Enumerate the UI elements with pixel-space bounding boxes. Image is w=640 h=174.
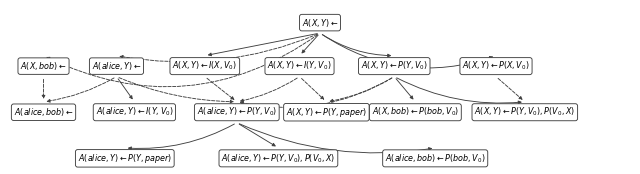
Text: $A(X,bob)\leftarrow P(bob,V_0)$: $A(X,bob)\leftarrow P(bob,V_0)$ (372, 106, 459, 118)
Text: $A(X,Y)\leftarrow$: $A(X,Y)\leftarrow$ (302, 17, 338, 29)
Text: $A(X,Y)\leftarrow I(Y,V_0)$: $A(X,Y)\leftarrow I(Y,V_0)$ (268, 60, 332, 72)
Text: $A(alice,Y)\leftarrow$: $A(alice,Y)\leftarrow$ (92, 60, 141, 72)
Text: $A(alice,Y)\leftarrow I(Y,V_0)$: $A(alice,Y)\leftarrow I(Y,V_0)$ (95, 106, 173, 118)
Text: $A(alice,bob)\leftarrow$: $A(alice,bob)\leftarrow$ (13, 106, 74, 118)
Text: $A(X,Y)\leftarrow P(Y,paper)$: $A(X,Y)\leftarrow P(Y,paper)$ (286, 106, 367, 119)
Text: $A(X,bob)\leftarrow$: $A(X,bob)\leftarrow$ (20, 60, 67, 72)
Text: $A(alice,bob)\leftarrow P(bob,V_0)$: $A(alice,bob)\leftarrow P(bob,V_0)$ (385, 152, 486, 165)
Text: $A(X,Y)\leftarrow P(Y,V_0),P(V_0,X)$: $A(X,Y)\leftarrow P(Y,V_0),P(V_0,X)$ (474, 106, 575, 118)
Text: $A(alice,Y)\leftarrow P(Y,V_0)$: $A(alice,Y)\leftarrow P(Y,V_0)$ (196, 106, 277, 118)
Text: $A(alice,Y)\leftarrow P(Y,V_0),P(V_0,X)$: $A(alice,Y)\leftarrow P(Y,V_0),P(V_0,X)$ (221, 152, 335, 165)
Text: $A(X,Y)\leftarrow I(X,V_0)$: $A(X,Y)\leftarrow I(X,V_0)$ (172, 60, 237, 72)
Text: $A(X,Y)\leftarrow P(Y,V_0)$: $A(X,Y)\leftarrow P(Y,V_0)$ (361, 60, 428, 72)
Text: $A(X,Y)\leftarrow P(X,V_0)$: $A(X,Y)\leftarrow P(X,V_0)$ (462, 60, 530, 72)
Text: $A(alice,Y)\leftarrow P(Y,paper)$: $A(alice,Y)\leftarrow P(Y,paper)$ (77, 152, 172, 165)
